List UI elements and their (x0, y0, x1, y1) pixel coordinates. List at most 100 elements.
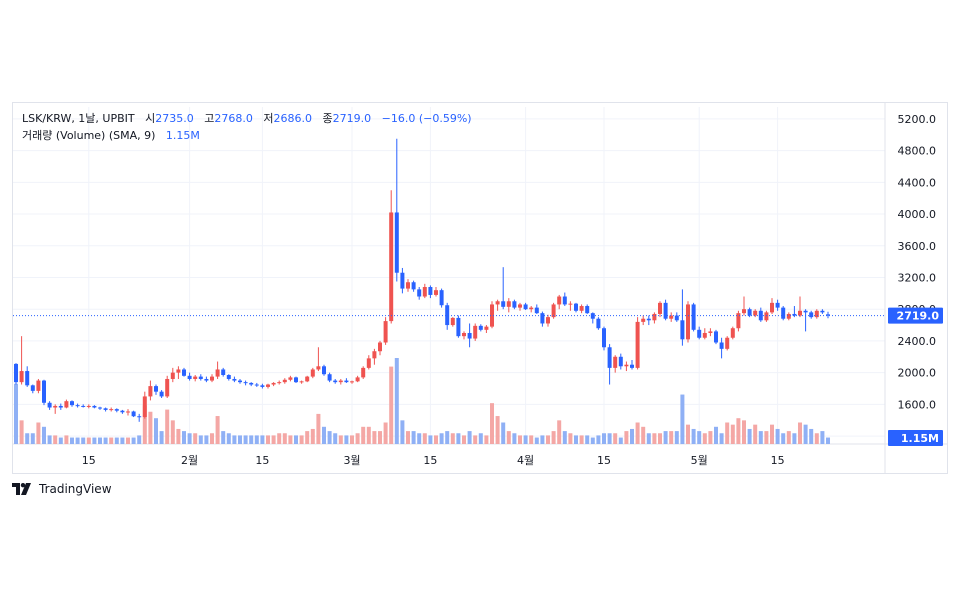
volume-bar (658, 433, 662, 444)
candle-body (204, 378, 209, 381)
candle-body (422, 286, 427, 297)
candle-body (540, 313, 545, 324)
candle-body (585, 306, 590, 314)
volume-bar (652, 433, 657, 444)
candle-body (260, 385, 265, 387)
tradingview-logo-icon (12, 483, 31, 495)
volume-bar (350, 435, 354, 444)
volume-bar (411, 431, 416, 444)
candle-body (518, 304, 522, 308)
candle-body (215, 369, 220, 377)
volume-bar (607, 433, 612, 444)
volume-bar (204, 435, 209, 444)
volume-bar (495, 416, 500, 444)
candle-body (394, 212, 399, 273)
open-label: 시 (145, 112, 156, 125)
volume-bar (378, 431, 382, 444)
volume-bar (445, 431, 450, 444)
volume-bar (725, 422, 730, 444)
volume-bar (338, 435, 343, 444)
volume-bar (294, 435, 298, 444)
volume-bar (333, 433, 338, 444)
volume-bar (383, 422, 388, 444)
candlestick-chart[interactable]: 1200.01600.02000.02400.02800.03200.03600… (13, 103, 947, 473)
candle-body (305, 376, 310, 382)
volume-bar (210, 433, 214, 444)
candle-body (607, 347, 612, 368)
volume-bar (137, 435, 142, 444)
price-candles (14, 138, 830, 422)
volume-bar (462, 435, 466, 444)
candle-body (294, 377, 298, 383)
candle-body (602, 328, 606, 348)
volume-bar (30, 433, 35, 444)
grid-lines (13, 103, 947, 473)
candle-body (47, 402, 52, 408)
candle-body (417, 289, 422, 297)
candle-body (798, 310, 802, 316)
volume-bar (568, 433, 573, 444)
candle-body (742, 309, 746, 314)
candle-body (428, 286, 433, 295)
candle-body (154, 386, 158, 392)
volume-bar (484, 435, 489, 444)
volume-indicator-name: 거래량 (Volume) (SMA, 9) (22, 129, 156, 142)
volume-bar (669, 431, 674, 444)
volume-bar (406, 431, 410, 444)
volume-bar (389, 366, 394, 444)
candle-body (635, 321, 640, 368)
candle-body (708, 331, 713, 333)
volume-bar (814, 433, 819, 444)
candle-body (92, 405, 97, 408)
candle-body (327, 374, 332, 381)
time-tick-label: 15 (597, 454, 611, 467)
volume-bar (803, 424, 808, 444)
candle-body (64, 401, 69, 408)
volume-bar (792, 433, 797, 444)
time-tick-label: 15 (423, 454, 437, 467)
volume-bar (366, 426, 371, 444)
volume-bar (53, 435, 58, 444)
candle-body (534, 307, 539, 314)
volume-bar (697, 431, 702, 444)
candle-body (333, 380, 338, 383)
candle-body (148, 386, 153, 397)
candle-body (613, 356, 618, 368)
volume-bar (624, 431, 629, 444)
volume-bar (299, 435, 304, 444)
volume-bar (344, 435, 349, 444)
volume-indicator-value: 1.15M (165, 129, 200, 142)
candle-body (641, 318, 646, 322)
candle-body (14, 363, 18, 383)
candle-body (310, 369, 315, 377)
candle-body (618, 356, 623, 367)
candle-body (193, 376, 198, 379)
price-legend: LSK/KRW, 1날, UPBIT 시2735.0 고2768.0 저2686… (22, 110, 472, 126)
volume-bar (473, 435, 478, 444)
candle-body (98, 407, 102, 409)
price-tick-label: 4400.0 (898, 176, 937, 189)
volume-bar (58, 437, 63, 444)
volume-bar (809, 428, 814, 444)
candle-body (383, 321, 388, 343)
volume-bar (249, 435, 254, 444)
volume-bar (630, 428, 634, 444)
candle-body (254, 384, 259, 386)
volume-bars (14, 358, 830, 444)
candle-body (42, 380, 46, 403)
candle-body (70, 401, 74, 406)
volume-bar (747, 428, 752, 444)
candle-body (176, 369, 181, 373)
volume-bar (394, 358, 399, 444)
candle-body (58, 405, 63, 408)
tradingview-attribution[interactable]: TradingView (12, 482, 112, 496)
high-value: 2768.0 (214, 112, 253, 125)
volume-bar (826, 437, 830, 444)
candle-body (361, 367, 366, 378)
candle-body (439, 290, 444, 306)
candle-body (568, 303, 573, 305)
candle-body (529, 307, 534, 310)
candle-body (663, 302, 668, 319)
candle-body (210, 376, 214, 381)
volume-bar (148, 411, 153, 444)
